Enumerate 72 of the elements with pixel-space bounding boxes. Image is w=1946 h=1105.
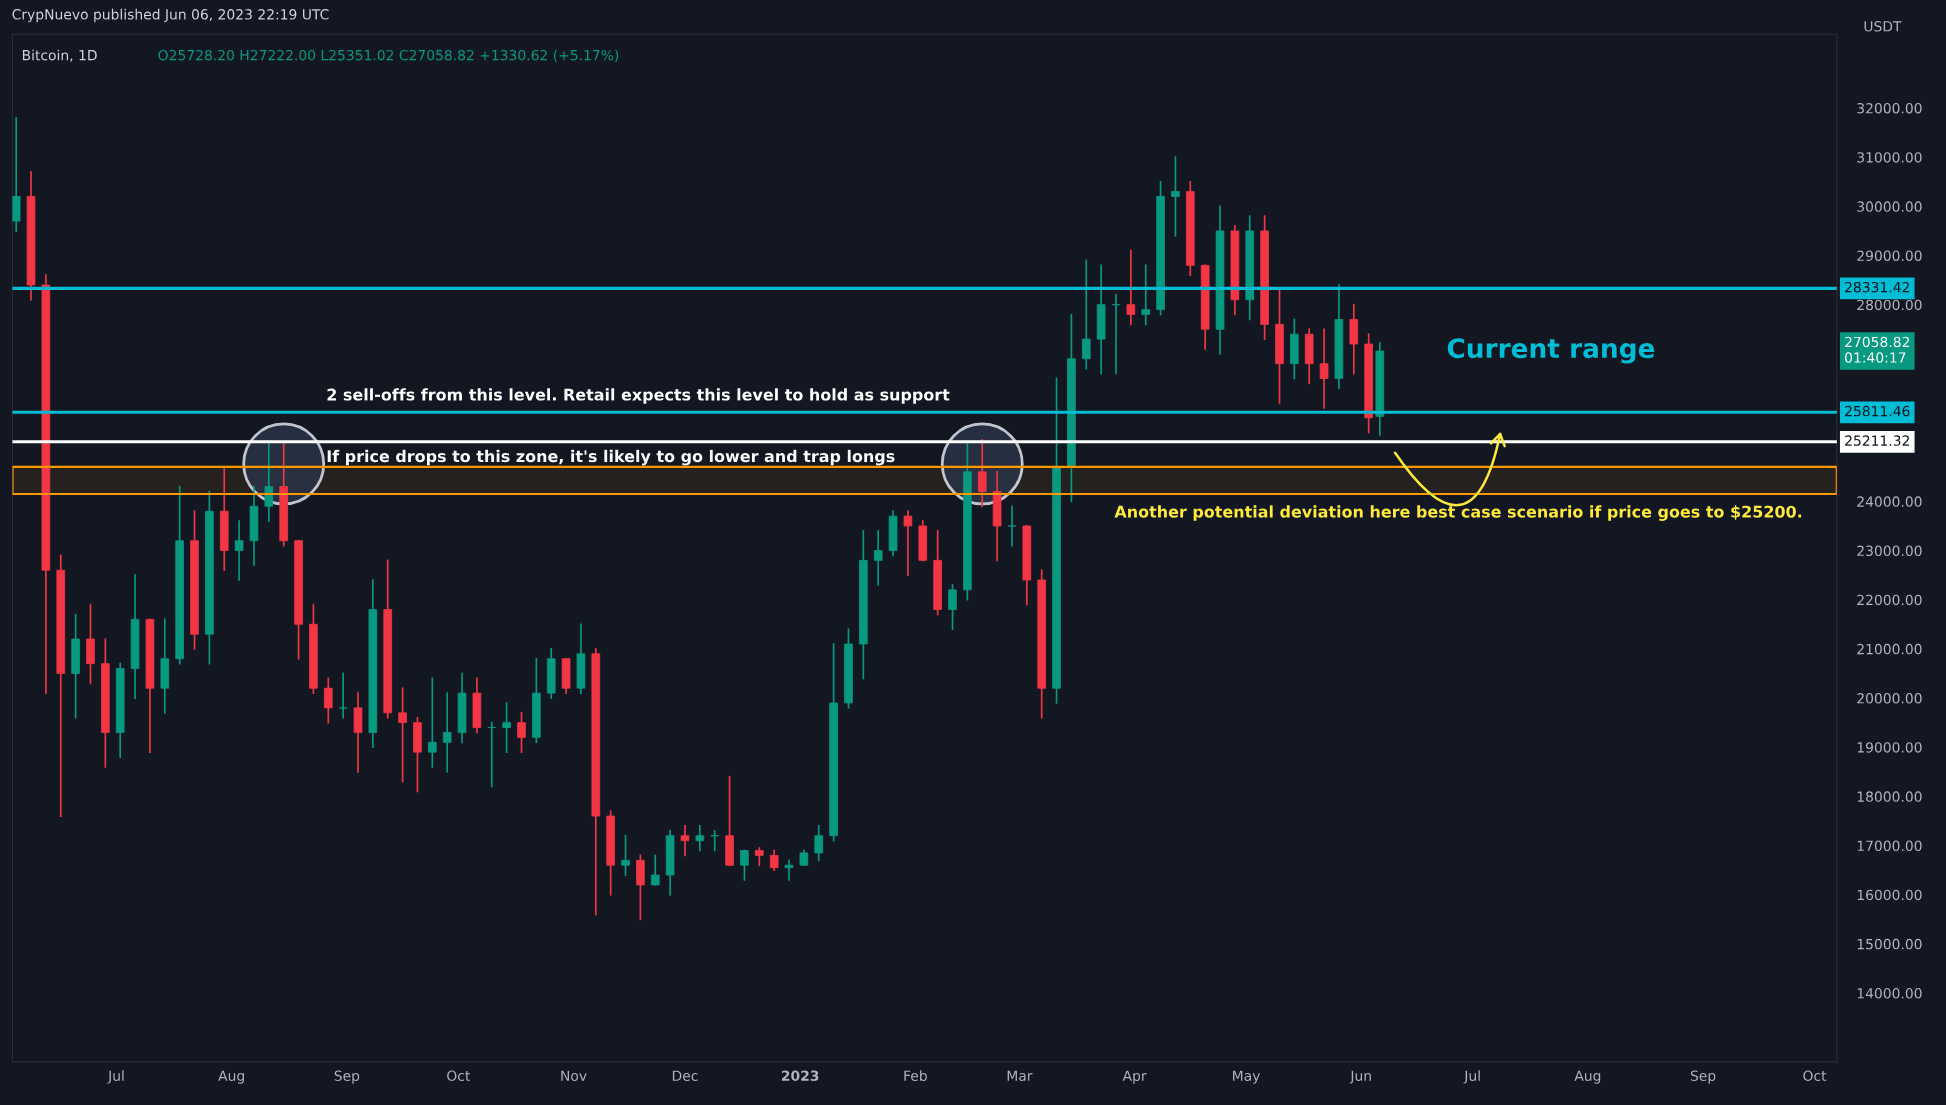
y-tick-label: 24000.00	[1857, 496, 1922, 507]
y-tick-label: 22000.00	[1857, 594, 1922, 606]
text: O25728.20 H27222.00 L25351.02 C27058.82 +1330.62 (+5.17%)	[158, 49, 619, 63]
candlestick	[338, 672, 348, 719]
x-tick-label: Dec	[672, 1070, 698, 1081]
y-tick-label: 16000.00	[1857, 889, 1922, 901]
candlestick	[903, 510, 913, 576]
candlestick	[695, 825, 705, 852]
x-tick-label: Aug	[1574, 1070, 1601, 1084]
candlestick	[502, 702, 511, 753]
annotation: Current range	[1447, 338, 1655, 364]
x-tick-label: Nov	[561, 1070, 587, 1081]
candlestick	[873, 530, 883, 586]
ref-line-label: 25811.46	[1845, 405, 1910, 417]
candlestick	[948, 584, 957, 631]
x-tick-label: 2023	[781, 1070, 819, 1081]
y-tick-label: 23000.00	[1857, 545, 1922, 557]
y-tick-label: 20000.00	[1857, 693, 1922, 704]
x-tick-label: Sep	[1690, 1070, 1716, 1084]
annotation: 2 sell-offs from this level. Retail expects this level to hold as support	[327, 388, 950, 404]
candlestick	[680, 825, 690, 857]
x-tick-label: Jul	[107, 1070, 124, 1084]
y-axis-title: USDT	[1864, 21, 1902, 32]
candlestick	[769, 849, 779, 871]
text: 27058.82 01:40:17	[1845, 336, 1910, 363]
x-tick-label: Sep	[334, 1070, 360, 1084]
candlestick	[517, 711, 526, 753]
text: Bitcoin, 1D	[22, 49, 97, 62]
candlestick	[1319, 328, 1329, 409]
y-tick-label: 30000.00	[1857, 201, 1922, 212]
candlestick	[814, 825, 824, 862]
text: CrypNuevo published Jun 06, 2023 22:19 UTC	[12, 8, 329, 23]
candlestick	[1171, 156, 1180, 237]
candlestick	[621, 834, 630, 876]
y-tick-label: 17000.00	[1857, 840, 1922, 852]
annotation: If price drops to this zone, it's likely to go lower and trap longs	[327, 449, 895, 466]
x-tick-label: Aug	[218, 1070, 244, 1084]
candlestick	[442, 692, 452, 773]
x-tick-label: May	[1233, 1070, 1260, 1084]
y-tick-label: 32000.00	[1857, 102, 1922, 114]
y-tick-label: 29000.00	[1857, 250, 1922, 261]
candlestick	[398, 687, 407, 783]
y-tick-label: 14000.00	[1857, 988, 1922, 999]
y-tick-label: 19000.00	[1857, 742, 1922, 753]
x-tick-label: Jul	[1463, 1070, 1480, 1084]
x-tick-label: Oct	[447, 1070, 470, 1081]
candlestick	[264, 441, 274, 522]
candlestick	[1007, 505, 1017, 547]
annotation: Another potential deviation here best case scenario if price goes to $25200.	[1114, 505, 1802, 521]
x-tick-label: Apr	[1122, 1070, 1147, 1084]
candlestick	[234, 520, 244, 581]
candlestick	[1081, 259, 1091, 370]
ref-line-label: 28331.42	[1845, 281, 1910, 293]
x-tick-label: Mar	[1007, 1070, 1033, 1081]
y-tick-label: 15000.00	[1857, 938, 1922, 950]
candlestick	[754, 847, 764, 867]
x-tick-label: Jun	[1349, 1070, 1371, 1084]
candlestick	[428, 677, 437, 768]
candlestick	[784, 859, 794, 881]
y-tick-label: 31000.00	[1857, 152, 1922, 163]
candlestick	[1141, 264, 1151, 326]
x-tick-label: Oct	[1803, 1070, 1827, 1081]
x-tick-label: Feb	[904, 1070, 927, 1081]
y-tick-label: 21000.00	[1857, 643, 1922, 655]
candlestick	[650, 854, 660, 886]
candlestick	[977, 439, 987, 508]
y-tick-label: 28000.00	[1857, 299, 1922, 311]
y-tick-label: 18000.00	[1857, 791, 1922, 802]
candlestick	[1126, 249, 1136, 326]
candlestick	[323, 677, 333, 724]
candlestick	[740, 849, 749, 881]
ref-line-label: 25211.32	[1845, 435, 1910, 446]
